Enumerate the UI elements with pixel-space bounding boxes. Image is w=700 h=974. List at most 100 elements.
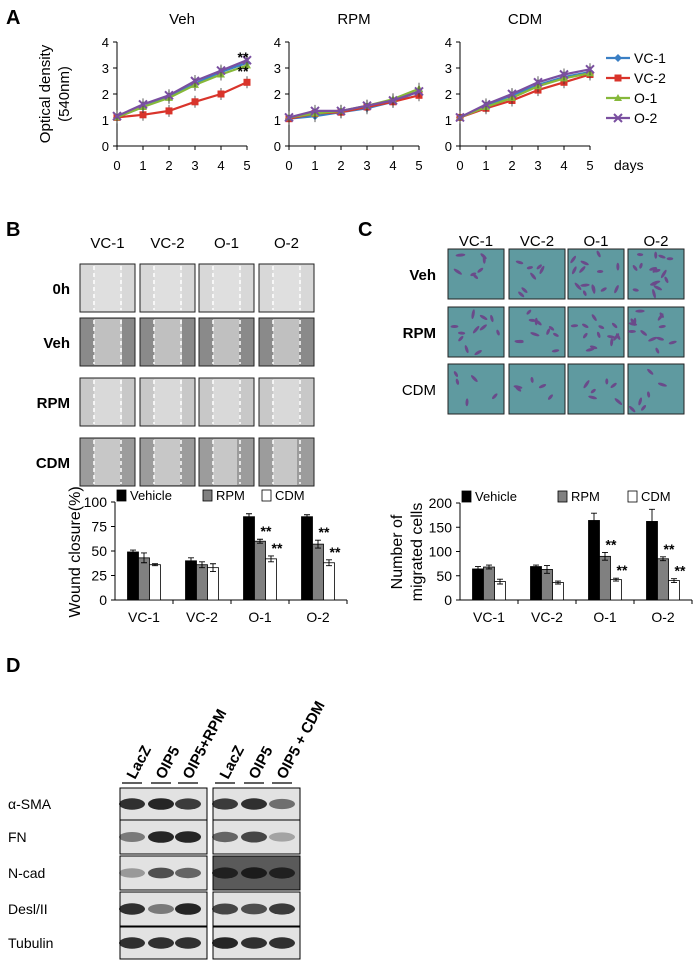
image-row-label: RPM (403, 325, 436, 342)
cell-mark (536, 264, 542, 270)
point-marker (190, 76, 200, 86)
cell-mark (479, 324, 487, 331)
y-tick-label: 4 (274, 35, 281, 50)
cell-mark (453, 371, 459, 377)
image-row-label: Veh (409, 267, 436, 284)
error-bar (268, 555, 274, 563)
protein-label: α-SMA (8, 796, 52, 812)
y-tick-label: 100 (84, 494, 108, 510)
blot-band (241, 831, 267, 843)
panel-letter-b: B (6, 219, 20, 241)
y-tick-label: 2 (102, 87, 109, 102)
blot-band (148, 904, 174, 914)
error-bar (326, 559, 332, 567)
cell-mark (590, 388, 596, 394)
cell-mark (515, 339, 524, 343)
y-tick-label: 1 (102, 113, 109, 128)
x-tick-label: 1 (139, 158, 146, 173)
y-tick-label: 4 (102, 35, 109, 50)
cell-mark (658, 254, 666, 259)
cell-mark (513, 385, 523, 389)
point-marker (138, 99, 148, 110)
migration-image (508, 306, 566, 358)
legend-label: VC-2 (634, 70, 666, 86)
cell-mark (530, 332, 540, 337)
cell-mark (479, 314, 488, 321)
cell-mark (450, 324, 459, 329)
y-tick-label: 200 (429, 495, 453, 511)
y-tick-label: 0 (102, 139, 109, 154)
point-marker (481, 99, 491, 110)
bar-vehicle (185, 560, 197, 601)
legend-label: O-1 (634, 90, 658, 106)
cell-mark (628, 329, 636, 333)
y-tick-label: 3 (274, 61, 281, 76)
cell-mark (636, 253, 644, 257)
cell-mark (640, 330, 648, 336)
lane-label: OIP5 (246, 744, 277, 782)
cell-mark (528, 318, 537, 322)
cell-mark (635, 309, 645, 313)
legend-marker (614, 94, 622, 101)
cell-mark (548, 326, 555, 331)
y-axis-label-b: Wound closure(%) (67, 486, 84, 617)
legend-marker (614, 74, 622, 82)
series-line-o-2 (288, 90, 420, 119)
blot-band (148, 798, 174, 810)
x-tick-label: 2 (165, 158, 172, 173)
y-tick-label: 0 (274, 139, 281, 154)
cell-mark (654, 251, 658, 259)
migration-image (508, 248, 566, 300)
significance-mark: ** (664, 541, 675, 557)
y-tick-label: 0 (99, 592, 107, 608)
cell-mark (521, 287, 528, 294)
y-tick-label: 4 (445, 35, 452, 50)
x-tick-label: 1 (311, 158, 318, 173)
blot-band (175, 831, 201, 843)
cell-mark (547, 394, 553, 400)
cell-mark (530, 272, 537, 280)
blot-band (241, 903, 267, 915)
x-tick-label: O-2 (306, 609, 330, 625)
point-marker (533, 77, 543, 88)
cell-mark (648, 336, 658, 342)
cell-mark (581, 323, 589, 328)
image-row-label: 0h (52, 281, 70, 298)
cell-mark (491, 393, 498, 400)
cell-mark (526, 309, 532, 315)
legend-label: CDM (641, 489, 671, 504)
cell-mark (474, 350, 482, 356)
legend-label: CDM (275, 488, 305, 503)
cell-mark (666, 257, 674, 261)
wound-gap (273, 265, 301, 311)
x-tick-label: 3 (534, 158, 541, 173)
image-column-label: VC-2 (150, 235, 184, 252)
significance-mark: ** (261, 523, 272, 539)
x-tick-label: 4 (560, 158, 567, 173)
x-tick-label: 0 (285, 158, 292, 173)
cell-mark (592, 285, 596, 294)
point-marker (112, 111, 122, 121)
cell-mark (596, 270, 604, 274)
point-marker (414, 86, 424, 97)
cell-mark (591, 314, 597, 321)
x-tick-label: 5 (586, 158, 593, 173)
subplot-title: CDM (508, 11, 542, 28)
image-column-label: VC-1 (459, 233, 493, 250)
panel-c-migration-images: VC-1 VC-2 O-1 O-2 Veh RPM CDM (402, 233, 685, 415)
cell-mark (610, 338, 614, 347)
migration-image (567, 306, 625, 358)
cell-mark (574, 282, 582, 290)
x-tick-label: VC-1 (128, 609, 160, 625)
cell-mark (638, 397, 643, 406)
cell-mark (453, 268, 462, 275)
y-axis-label-line: Optical density (37, 44, 54, 143)
significance-mark: ** (675, 563, 686, 579)
wound-gap (154, 439, 180, 485)
blot-band (175, 903, 201, 915)
series-line-o-1 (116, 64, 248, 119)
point-marker (336, 106, 346, 116)
cell-mark (579, 266, 586, 273)
point-marker (455, 112, 465, 123)
point-marker (243, 78, 251, 86)
